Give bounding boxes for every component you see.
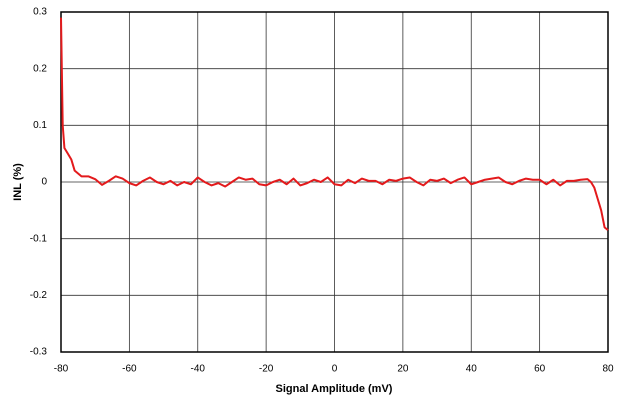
x-tick-label: -80 <box>54 364 69 375</box>
y-tick-label: 0 <box>41 177 47 188</box>
y-axis-label: INL (%) <box>12 163 24 201</box>
x-tick-label: 20 <box>397 364 409 375</box>
y-tick-label: 0.3 <box>33 7 47 18</box>
y-tick-label: -0.1 <box>30 233 48 244</box>
x-tick-label: -40 <box>191 364 206 375</box>
y-tick-label: 0.2 <box>33 63 47 74</box>
x-tick-label: 40 <box>466 364 478 375</box>
data-line <box>60 17 609 231</box>
x-tick-label: -60 <box>122 364 137 375</box>
y-tick-label: 0.1 <box>33 120 47 131</box>
x-axis-label: Signal Amplitude (mV) <box>276 383 393 395</box>
y-tick-label: -0.2 <box>30 290 48 301</box>
x-tick-label: 60 <box>534 364 546 375</box>
x-tick-label: 80 <box>602 364 614 375</box>
y-tick-label: -0.3 <box>30 347 48 358</box>
plot-frame <box>60 11 609 353</box>
x-tick-label: -20 <box>259 364 274 375</box>
x-tick-label: 0 <box>332 364 338 375</box>
